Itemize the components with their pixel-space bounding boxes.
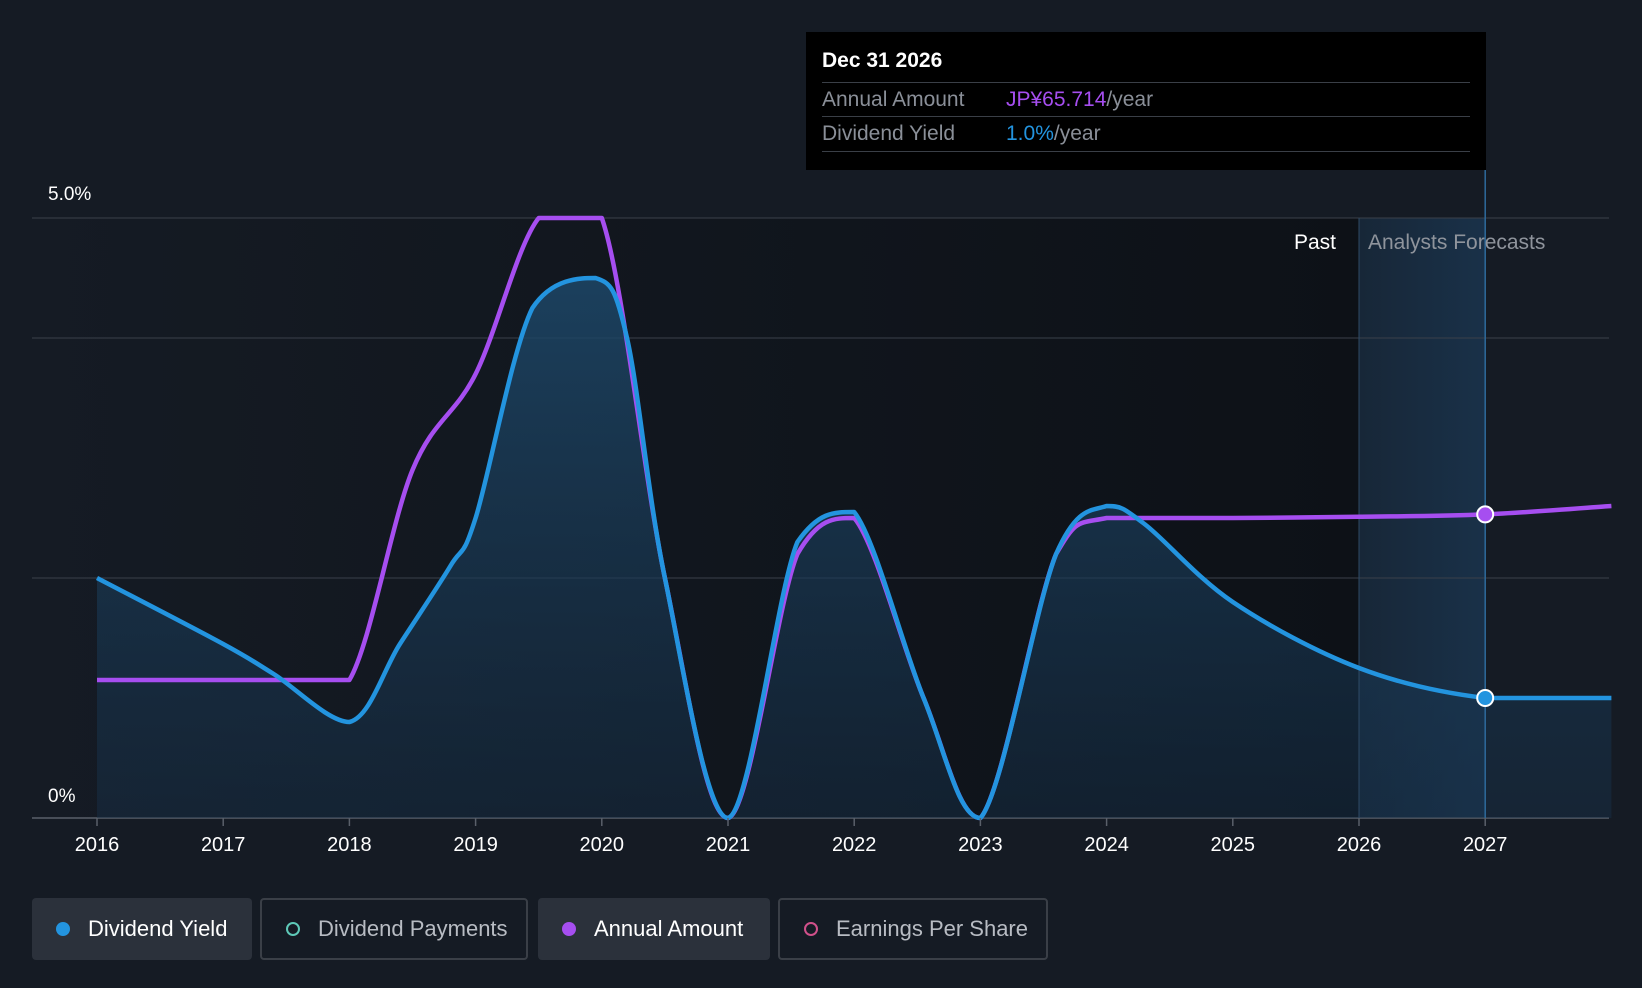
legend-dividend-yield[interactable]: Dividend Yield [32, 898, 252, 960]
tooltip-annual-value: JP¥65.714 [1006, 88, 1107, 111]
annual-amount-dot-icon [562, 922, 576, 936]
x-tick-label: 2019 [453, 834, 498, 856]
x-tick-label: 2020 [580, 834, 625, 856]
x-tick-label: 2027 [1463, 834, 1508, 856]
tooltip-annual-value-group: JP¥65.714/year [1006, 88, 1153, 112]
legend-earnings-per-share[interactable]: Earnings Per Share [778, 898, 1048, 960]
legend-dividend-yield-label: Dividend Yield [88, 916, 228, 941]
legend-dividend-payments[interactable]: Dividend Payments [260, 898, 528, 960]
earnings-per-share-dot-icon [804, 922, 818, 936]
dividend-yield-area [97, 278, 1612, 818]
x-tick-label: 2018 [327, 834, 372, 856]
tooltip-yield-value-group: 1.0%/year [1006, 122, 1101, 146]
x-tick-label: 2017 [201, 834, 246, 856]
annual-amount-marker[interactable] [1476, 505, 1495, 524]
y-tick-label-zero: 0% [48, 786, 76, 807]
analysts-forecasts-label: Analysts Forecasts [1368, 231, 1545, 254]
x-tick-label: 2023 [958, 834, 1003, 856]
dividend-yield-dot-icon [56, 922, 70, 936]
legend-dividend-payments-label: Dividend Payments [318, 916, 508, 941]
tooltip: Dec 31 2026 Annual Amount JP¥65.714/year… [806, 32, 1486, 170]
dividend-yield-line [95, 275, 1612, 821]
dividend-yield-marker[interactable] [1476, 689, 1495, 707]
dividend-payments-dot-icon [286, 922, 300, 936]
past-label: Past [1294, 231, 1336, 254]
x-tick-label: 2025 [1211, 834, 1256, 856]
tooltip-yield-value: 1.0% [1006, 122, 1054, 145]
x-tick-label: 2024 [1084, 834, 1129, 856]
x-tick-label: 2021 [706, 834, 751, 856]
legend-annual-amount-label: Annual Amount [594, 916, 744, 941]
tooltip-annual-row: Annual Amount JP¥65.714/year [822, 82, 1470, 117]
legend-earnings-per-share-label: Earnings Per Share [836, 916, 1028, 941]
tooltip-yield-row: Dividend Yield 1.0%/year [822, 116, 1470, 152]
tooltip-annual-label: Annual Amount [822, 88, 965, 111]
x-tick-label: 2022 [832, 834, 877, 856]
x-tick-label: 2016 [75, 834, 120, 856]
tooltip-annual-unit: /year [1106, 88, 1154, 111]
tooltip-date: Dec 31 2026 [822, 49, 943, 72]
x-tick-label: 2026 [1337, 834, 1382, 856]
tooltip-yield-unit: /year [1053, 122, 1101, 145]
legend-annual-amount[interactable]: Annual Amount [538, 898, 770, 960]
tooltip-yield-label: Dividend Yield [822, 122, 956, 145]
y-tick-label-max: 5.0% [48, 184, 91, 205]
